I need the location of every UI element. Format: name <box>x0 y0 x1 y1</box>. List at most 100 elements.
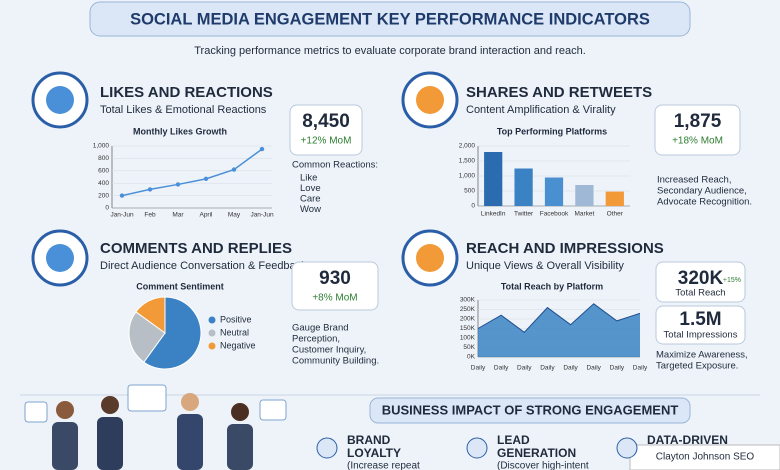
y-tick-label: 500 <box>464 188 475 195</box>
legend-label: Negative <box>220 340 256 350</box>
panel-subtitle: Unique Views & Overall Visibility <box>466 260 624 272</box>
x-tick-label: Daily <box>494 365 509 372</box>
point <box>203 176 209 182</box>
people-illustration <box>24 384 287 470</box>
x-tick-label: Daily <box>471 365 486 372</box>
bar <box>544 177 564 206</box>
impact-icon <box>466 437 488 459</box>
kpi-label: Total Reach <box>675 288 725 299</box>
impact-title: GENERATION <box>497 446 576 460</box>
y-tick-label: 0K <box>467 354 476 361</box>
x-tick-label: Mar <box>172 212 184 219</box>
legend-swatch <box>208 329 216 337</box>
y-tick-label: 150K <box>460 325 476 332</box>
chart-title: Total Reach by Platform <box>501 281 603 291</box>
y-tick-label: 200K <box>460 316 476 323</box>
bar <box>484 152 503 206</box>
x-tick-label: Daily <box>610 365 625 372</box>
kpi-card <box>291 261 379 311</box>
panel-title: SHARES AND RETWEETS <box>466 84 652 101</box>
note: Targeted Exposure. <box>656 361 738 372</box>
pie-slice <box>143 296 202 370</box>
y-tick-label: 400 <box>98 180 109 187</box>
panel-title: LIKES AND REACTIONS <box>100 84 273 101</box>
x-tick-label: Jan-Jun <box>250 212 274 219</box>
impact-icon <box>616 437 638 459</box>
panel-title: REACH AND IMPRESSIONS <box>466 240 664 257</box>
kpi-card <box>654 104 741 156</box>
note: Perception, <box>292 334 340 345</box>
point <box>175 182 181 187</box>
kpi-value: 1.5M <box>679 309 721 330</box>
y-tick-label: 0 <box>105 205 109 212</box>
note: Customer Inquiry, <box>292 345 366 356</box>
panel-icon-inner <box>46 86 74 114</box>
kpi-change: +8% MoM <box>312 293 357 304</box>
panel-icon-inner <box>416 244 444 272</box>
y-tick-label: 300K <box>460 297 476 304</box>
chart-title: Monthly Likes Growth <box>133 126 227 136</box>
kpi-card <box>655 305 746 345</box>
kpi-card <box>289 104 363 156</box>
x-tick-label: Feb <box>144 212 156 219</box>
impact-title: DATA-DRIVEN <box>647 433 728 447</box>
watermark: Clayton Johnson SEO <box>656 452 755 463</box>
kpi-change: +12% MoM <box>301 136 352 147</box>
chart-title: Top Performing Platforms <box>497 126 607 136</box>
panel-subtitle: Content Amplification & Virality <box>466 104 616 116</box>
y-tick-label: 250K <box>460 306 476 313</box>
x-tick-label: Facebook <box>540 211 569 218</box>
point <box>259 146 265 152</box>
y-tick-label: 600 <box>98 168 109 175</box>
title-banner <box>89 1 691 37</box>
x-tick-label: Other <box>607 211 624 218</box>
x-tick-label: Daily <box>586 365 601 372</box>
kpi-label: Total Impressions <box>664 330 738 341</box>
y-tick-label: 50K <box>463 344 475 351</box>
impact-banner <box>369 397 691 424</box>
y-tick-label: 1,000 <box>459 173 476 180</box>
note: Gauge Brand <box>292 323 349 334</box>
impact-title: BUSINESS IMPACT OF STRONG ENGAGEMENT <box>382 402 679 417</box>
area <box>478 303 640 357</box>
x-tick-label: LinkedIn <box>481 211 506 218</box>
bar <box>605 191 624 206</box>
kpi-card <box>655 261 746 303</box>
impact-title: BRAND <box>347 433 391 447</box>
area-line <box>477 303 641 333</box>
pie-slice <box>128 311 166 363</box>
x-tick-label: Jan-Jun <box>110 212 134 219</box>
page-subtitle: Tracking performance metrics to evaluate… <box>194 45 586 57</box>
kpi-value: 320K <box>678 268 724 289</box>
y-tick-label: 0 <box>471 203 475 210</box>
impact-text: (Discover high-intent <box>497 461 589 470</box>
panel-subtitle: Total Likes & Emotional Reactions <box>100 104 267 116</box>
note: Maximize Awareness, <box>656 350 748 361</box>
legend-label: Neutral <box>220 327 249 337</box>
note: Community Building. <box>292 356 379 367</box>
notes-title: Common Reactions: <box>292 160 378 171</box>
point <box>231 167 237 172</box>
kpi-value: 930 <box>319 268 351 289</box>
pie-slice <box>135 296 166 334</box>
chart-title: Comment Sentiment <box>136 281 224 291</box>
note: Advocate Recognition. <box>657 197 752 208</box>
kpi-change: +18% MoM <box>672 136 723 147</box>
bar <box>514 168 533 206</box>
kpi-value: 8,450 <box>302 111 350 132</box>
x-tick-label: Daily <box>563 365 578 372</box>
kpi-value: 1,875 <box>674 111 722 132</box>
note: Love <box>300 183 321 194</box>
y-tick-label: 1,000 <box>93 143 110 150</box>
line <box>121 148 263 197</box>
note: Secondary Audience, <box>657 186 747 197</box>
impact-title: LEAD <box>497 433 530 447</box>
impact-title: LOYALTY <box>347 446 401 460</box>
legend-label: Positive <box>220 314 252 324</box>
y-tick-label: 100K <box>460 335 476 342</box>
note: Increased Reach, <box>657 175 731 186</box>
x-tick-label: May <box>228 212 241 219</box>
note: Wow <box>300 204 321 215</box>
